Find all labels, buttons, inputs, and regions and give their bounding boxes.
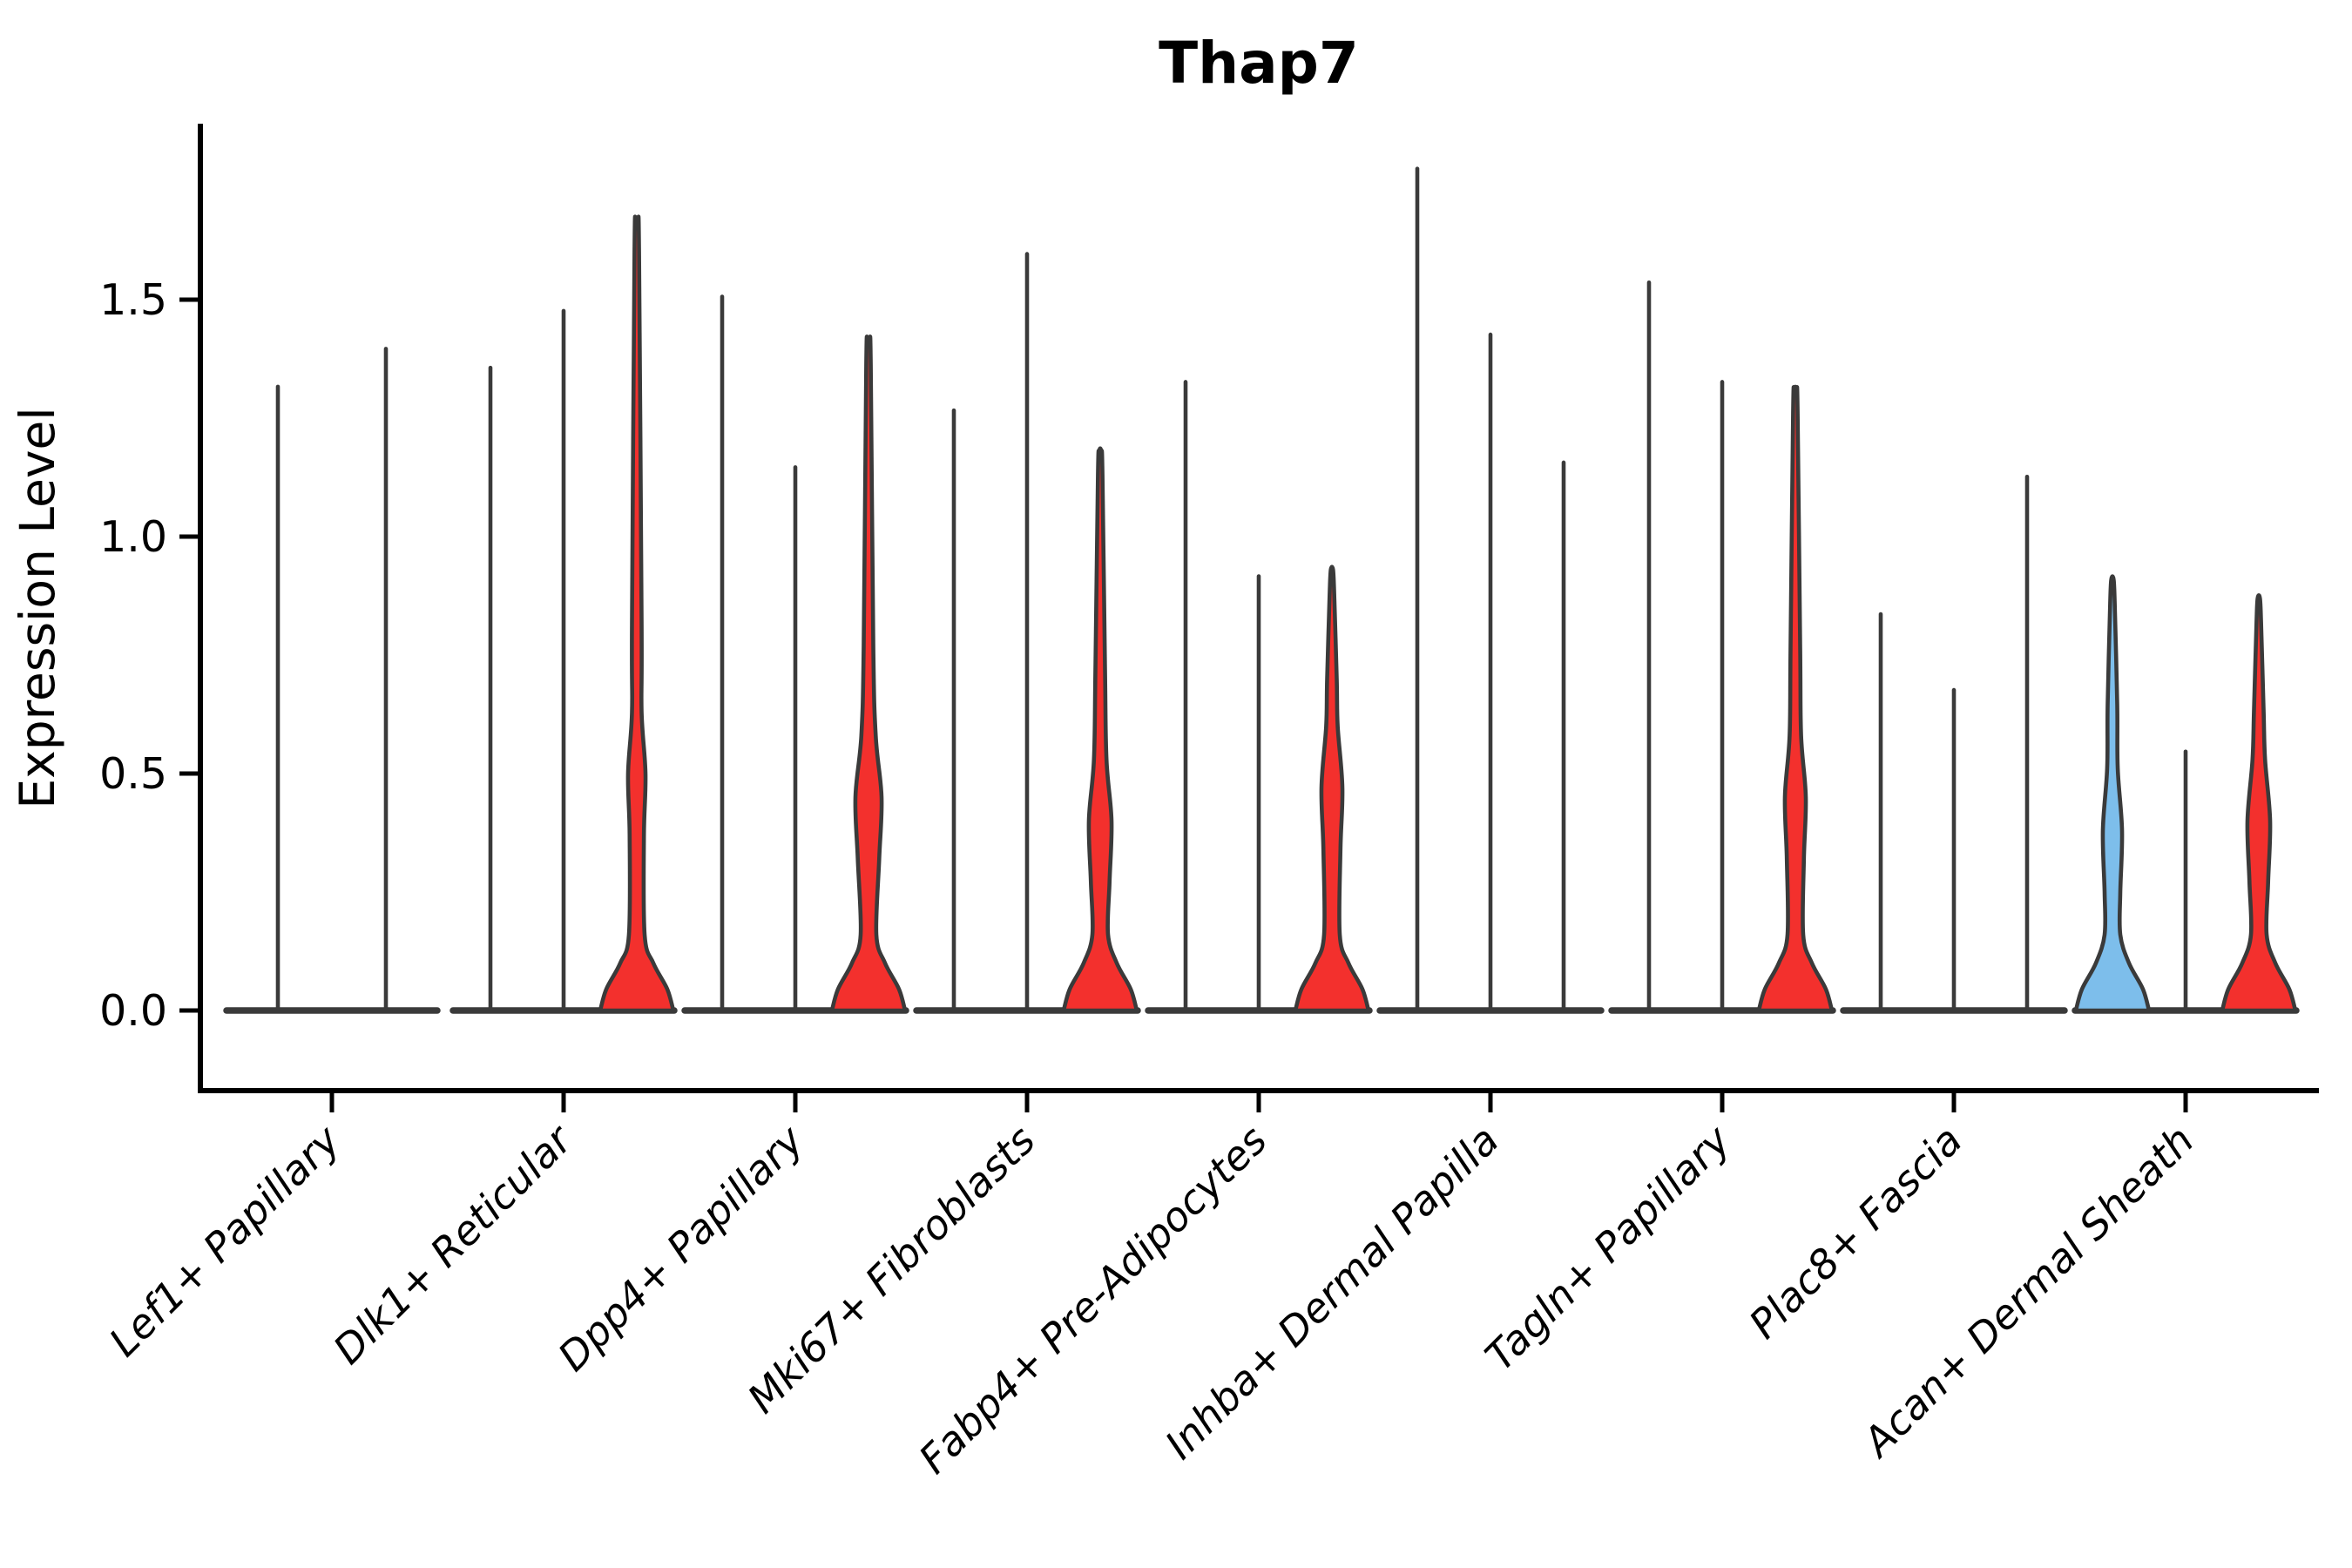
y-axis-label: Expression Level (10, 407, 65, 808)
x-tick-label: Tagln+ Papillary (1476, 1116, 1740, 1380)
y-tick-label: 0.0 (99, 986, 167, 1036)
x-tick-label: Dlk1+ Reticular (324, 1114, 583, 1373)
chart-title: Thap7 (1159, 30, 1359, 97)
violin-filled-red (1293, 564, 1371, 1013)
violin-filled-red (598, 214, 676, 1013)
violin-filled-red (1061, 446, 1139, 1013)
axes-layer: 0.0 0.5 1.0 1.5 (99, 124, 2319, 1112)
violin-filled-red (1756, 384, 1835, 1013)
y-tick-label: 1.0 (99, 512, 167, 562)
violin-filled-red (2220, 593, 2298, 1013)
y-tick-label: 1.5 (99, 275, 167, 325)
violin-filled-red (829, 335, 908, 1013)
x-tick-label: Dpp4+ Papillary (549, 1116, 813, 1380)
y-tick-label: 0.5 (99, 749, 167, 799)
violin-filled-blue (2073, 574, 2152, 1013)
x-tick-label: Lef1+ Papillary (100, 1116, 349, 1365)
violins-layer (275, 166, 2298, 1013)
x-tick-label: Plac8+ Fascia (1740, 1117, 1970, 1348)
